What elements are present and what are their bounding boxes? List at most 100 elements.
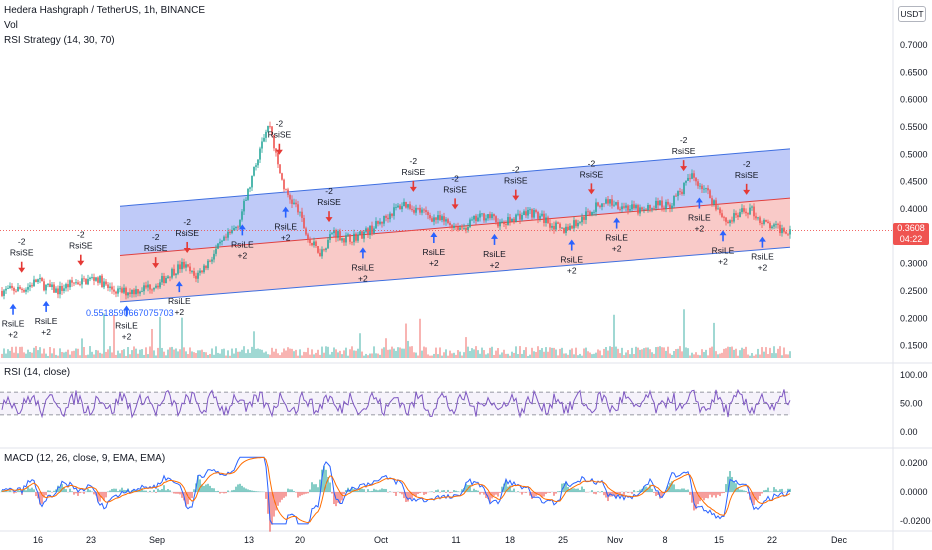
candle-body xyxy=(147,284,149,288)
macd-histogram-bar xyxy=(273,492,275,517)
buy-arrow-icon xyxy=(359,247,367,253)
candle-body xyxy=(477,217,479,222)
macd-histogram-bar xyxy=(153,489,155,492)
volume-bar xyxy=(185,351,187,358)
macd-histogram-bar xyxy=(603,492,605,496)
volume-bar xyxy=(765,347,767,358)
currency-badge[interactable]: USDT xyxy=(898,6,926,22)
macd-histogram-bar xyxy=(7,491,9,492)
volume-bar xyxy=(233,353,235,358)
macd-histogram-bar xyxy=(679,489,681,492)
macd-histogram-bar xyxy=(699,492,701,502)
candle-body xyxy=(279,164,281,174)
macd-histogram-bar xyxy=(191,492,193,499)
candle-body xyxy=(237,226,239,228)
macd-histogram-bar xyxy=(207,483,209,492)
candle-body xyxy=(663,207,665,210)
candle-body xyxy=(63,288,65,291)
candle-body xyxy=(729,220,731,223)
volume-bar xyxy=(361,351,363,358)
macd-histogram-bar xyxy=(311,482,313,492)
macd-histogram-bar xyxy=(61,484,63,492)
volume-bar xyxy=(775,353,777,358)
volume-bar xyxy=(267,354,269,358)
macd-histogram-bar xyxy=(197,475,199,492)
macd-histogram-bar xyxy=(777,490,779,492)
macd-pane-title[interactable]: MACD (12, 26, close, 9, EMA, EMA) xyxy=(4,453,166,464)
macd-histogram-bar xyxy=(747,492,749,494)
volume-bar xyxy=(517,354,519,358)
candle-body xyxy=(727,221,729,223)
macd-histogram-bar xyxy=(441,490,443,492)
candle-body xyxy=(219,241,221,244)
symbol-title[interactable]: Hedera Hashgraph / TetherUS, 1h, BINANCE xyxy=(4,5,206,16)
volume-bar xyxy=(525,347,527,358)
sell-arrow-icon xyxy=(183,247,191,253)
volume-legend[interactable]: Vol xyxy=(4,20,18,31)
volume-bar xyxy=(653,353,655,358)
macd-histogram-bar xyxy=(379,489,381,492)
macd-histogram-bar xyxy=(193,489,195,492)
volume-bar xyxy=(347,355,349,358)
candle-body xyxy=(169,276,171,278)
macd-tick-label: 0.0200 xyxy=(900,458,928,468)
macd-histogram-bar xyxy=(33,489,35,492)
volume-bar xyxy=(499,354,501,358)
macd-histogram-bar xyxy=(99,492,101,502)
candle-body xyxy=(57,288,59,295)
candle-body xyxy=(579,222,581,224)
volume-bar xyxy=(305,352,307,358)
candle-body xyxy=(199,270,201,273)
sell-arrow-icon xyxy=(152,263,160,269)
macd-histogram-bar xyxy=(233,489,235,492)
macd-histogram-bar xyxy=(433,492,435,493)
volume-bar xyxy=(663,347,665,358)
macd-histogram-bar xyxy=(111,488,113,492)
volume-bar xyxy=(109,346,111,358)
macd-histogram-bar xyxy=(745,490,747,492)
candle-body xyxy=(177,264,179,274)
candle-body xyxy=(15,290,17,292)
candle-body xyxy=(55,288,57,293)
volume-bar xyxy=(265,351,267,358)
candle-body xyxy=(717,208,719,210)
macd-histogram-bar xyxy=(375,489,377,492)
macd-histogram-bar xyxy=(537,492,539,495)
candle-body xyxy=(445,219,447,222)
volume-bar xyxy=(689,355,691,358)
candle-body xyxy=(593,211,595,213)
volume-bar xyxy=(93,354,95,358)
macd-histogram-bar xyxy=(333,492,335,505)
volume-bar xyxy=(713,322,715,358)
candle-body xyxy=(247,188,249,200)
macd-histogram-bar xyxy=(339,492,341,504)
candle-body xyxy=(333,230,335,234)
macd-histogram-bar xyxy=(533,492,535,498)
strategy-legend[interactable]: RSI Strategy (14, 30, 70) xyxy=(4,35,115,46)
macd-histogram-bar xyxy=(115,488,117,492)
volume-bar xyxy=(59,348,61,358)
sell-signal-label: RsiSE xyxy=(69,241,93,251)
candle-body xyxy=(737,215,739,218)
volume-bar xyxy=(671,354,673,358)
candle-body xyxy=(379,221,381,224)
volume-bar xyxy=(343,350,345,358)
candle-body xyxy=(401,206,403,210)
volume-bar xyxy=(329,354,331,358)
candle-body xyxy=(323,249,325,251)
sell-signal-qty: -2 xyxy=(410,156,418,166)
sell-arrow-icon xyxy=(743,189,751,195)
sell-signal-label: RsiSE xyxy=(580,169,604,179)
volume-bar xyxy=(37,350,39,358)
candle-body xyxy=(455,225,457,227)
candle-body xyxy=(351,241,353,243)
volume-bar xyxy=(723,348,725,358)
time-tick-label: Oct xyxy=(374,535,389,545)
rsi-pane-title[interactable]: RSI (14, close) xyxy=(4,367,71,378)
candle-body xyxy=(29,285,31,288)
volume-bar xyxy=(757,348,759,358)
candle-body xyxy=(295,202,297,205)
volume-bar xyxy=(467,346,469,358)
candle-body xyxy=(629,209,631,211)
